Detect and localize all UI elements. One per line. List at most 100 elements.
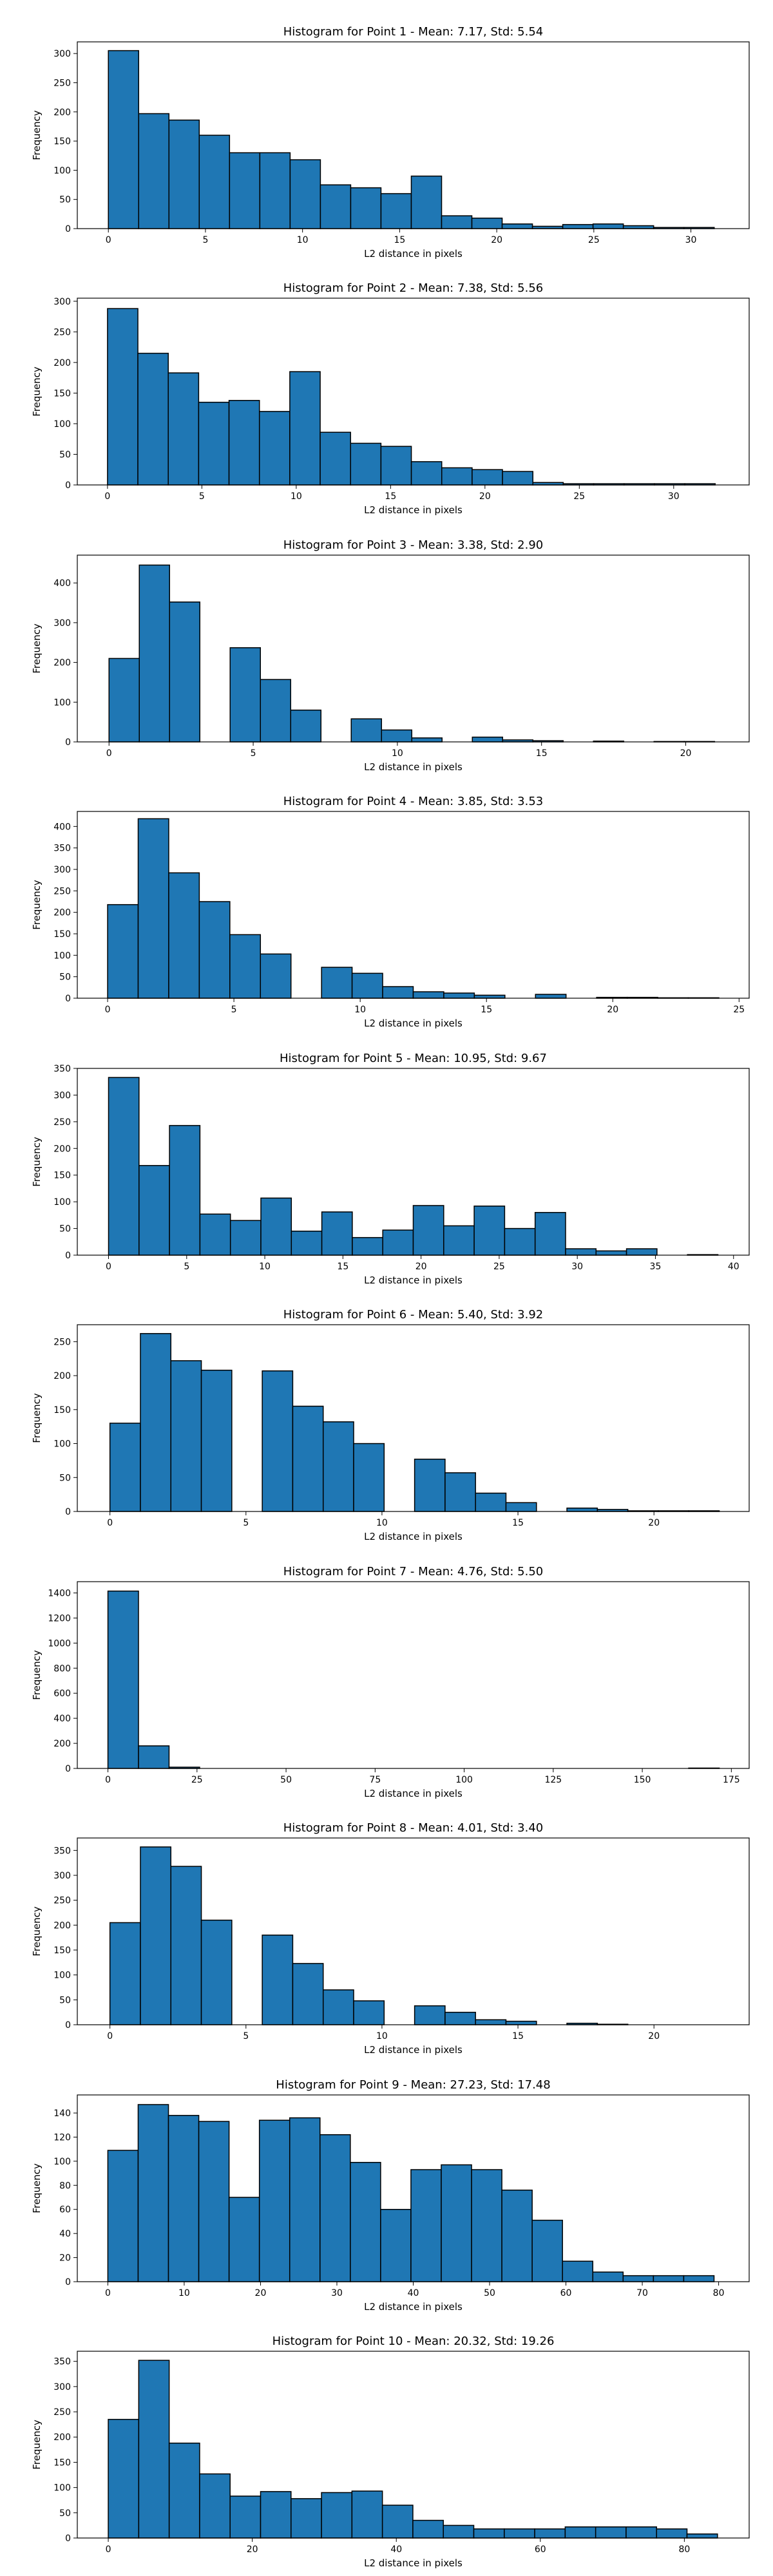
histogram-bar [137, 352, 169, 486]
histogram-bar [260, 1197, 292, 1256]
chart-title: Histogram for Point 8 - Mean: 4.01, Std:… [283, 1821, 544, 1835]
y-tick-label: 300 [53, 618, 71, 629]
histogram-bar [444, 2011, 476, 2025]
x-tick-label: 20 [255, 2288, 267, 2298]
y-tick-label: 50 [59, 1224, 71, 1235]
y-tick-label: 200 [53, 2432, 71, 2443]
x-axis-label: L2 distance in pixels [364, 1274, 463, 1286]
histogram-bar [380, 2208, 412, 2282]
x-tick-label: 25 [191, 1775, 203, 1785]
x-tick-label: 0 [106, 235, 111, 245]
histogram-panel-8: Histogram for Point 8 - Mean: 4.01, Std:… [31, 1821, 750, 2056]
histogram-panel-2: Histogram for Point 2 - Mean: 7.38, Std:… [31, 281, 750, 516]
plot-frame [77, 1068, 750, 1256]
y-tick-label: 250 [53, 1337, 71, 1347]
histogram-panel-5: Histogram for Point 5 - Mean: 10.95, Std… [31, 1052, 750, 1286]
histogram-bar [229, 1220, 262, 1256]
y-tick-label: 150 [53, 929, 71, 940]
x-tick-label: 20 [247, 2544, 258, 2555]
histogram-bar [108, 1077, 140, 1256]
histogram-bar [443, 2524, 475, 2539]
histogram-bar [198, 135, 231, 229]
histogram-bar [412, 1205, 444, 1256]
histogram-bar [414, 2005, 446, 2025]
x-tick-label: 5 [202, 235, 208, 245]
histogram-bar [625, 2526, 657, 2539]
y-tick-label: 200 [53, 1144, 71, 1154]
y-tick-label: 300 [53, 1871, 71, 1881]
x-tick-label: 0 [105, 1775, 111, 1785]
histogram-bar [444, 1472, 476, 1512]
histogram-bar [656, 2528, 688, 2539]
histogram-bar [138, 113, 170, 229]
x-tick-label: 25 [573, 491, 585, 502]
y-tick-label: 800 [53, 1663, 71, 1674]
histogram-bar [381, 729, 413, 743]
histogram-bar [352, 1236, 383, 1256]
x-tick-label: 20 [648, 2031, 660, 2041]
histogram-bar [229, 2496, 262, 2539]
histogram-bar [260, 953, 292, 999]
histogram-bar [350, 2162, 381, 2282]
histogram-bar [595, 1250, 627, 1256]
y-tick-label: 0 [65, 2020, 71, 2031]
chart-title: Histogram for Point 1 - Mean: 7.17, Std:… [283, 25, 544, 39]
x-tick-label: 0 [106, 1262, 111, 1272]
histogram-bar [199, 1213, 231, 1256]
y-tick-label: 300 [53, 297, 71, 307]
histogram-bar [199, 2473, 231, 2539]
y-tick-label: 100 [53, 1197, 71, 1208]
histogram-bar [504, 2528, 535, 2539]
y-tick-label: 0 [65, 1251, 71, 1261]
histogram-bar [259, 152, 291, 229]
histogram-bar [473, 1206, 506, 1256]
y-tick-label: 350 [53, 1846, 71, 1856]
y-tick-label: 200 [53, 908, 71, 918]
x-tick-label: 10 [392, 748, 403, 759]
x-tick-label: 5 [184, 1262, 189, 1272]
histogram-bar [505, 2020, 537, 2025]
histogram-bar [382, 1229, 414, 1256]
histogram-bar [410, 175, 443, 229]
x-tick-label: 150 [634, 1775, 651, 1785]
y-axis-label: Frequency [31, 110, 43, 160]
x-tick-label: 15 [536, 748, 548, 759]
histogram-panel-3: Histogram for Point 3 - Mean: 3.38, Std:… [31, 538, 750, 773]
y-tick-label: 0 [65, 2277, 71, 2287]
histogram-bar [292, 1405, 324, 1512]
histogram-bar [353, 1443, 385, 1512]
histogram-panel-9: Histogram for Point 9 - Mean: 27.23, Std… [31, 2078, 750, 2313]
y-tick-label: 0 [65, 994, 71, 1004]
histogram-bar [107, 904, 139, 999]
x-tick-label: 20 [479, 491, 491, 502]
histogram-bar [260, 679, 292, 743]
x-axis-label: L2 distance in pixels [364, 2557, 463, 2569]
y-tick-label: 100 [53, 2483, 71, 2494]
histogram-bar [592, 2271, 624, 2282]
plot-frame [77, 2351, 750, 2539]
y-tick-label: 200 [53, 358, 71, 368]
histogram-bar [501, 223, 533, 229]
histogram-bar [380, 446, 412, 486]
x-tick-label: 5 [199, 491, 205, 502]
histogram-bar [290, 709, 322, 743]
x-tick-label: 175 [723, 1775, 740, 1785]
y-axis-label: Frequency [31, 623, 43, 674]
histogram-bar [198, 901, 231, 999]
x-tick-label: 25 [493, 1262, 505, 1272]
y-axis-label: Frequency [31, 2420, 43, 2470]
y-tick-label: 100 [53, 166, 71, 176]
x-tick-label: 0 [107, 2031, 113, 2041]
y-tick-label: 0 [65, 480, 71, 491]
histogram-bar [622, 225, 654, 229]
y-tick-label: 0 [65, 1507, 71, 1517]
y-tick-label: 400 [53, 1714, 71, 1724]
histogram-bar [380, 193, 412, 229]
histogram-bar [471, 217, 503, 229]
y-tick-label: 200 [53, 1739, 71, 1749]
y-tick-label: 300 [53, 49, 71, 59]
histogram-bar [441, 2164, 472, 2282]
x-tick-label: 0 [107, 1518, 113, 1528]
x-tick-label: 5 [251, 748, 256, 759]
x-tick-label: 10 [376, 1518, 388, 1528]
